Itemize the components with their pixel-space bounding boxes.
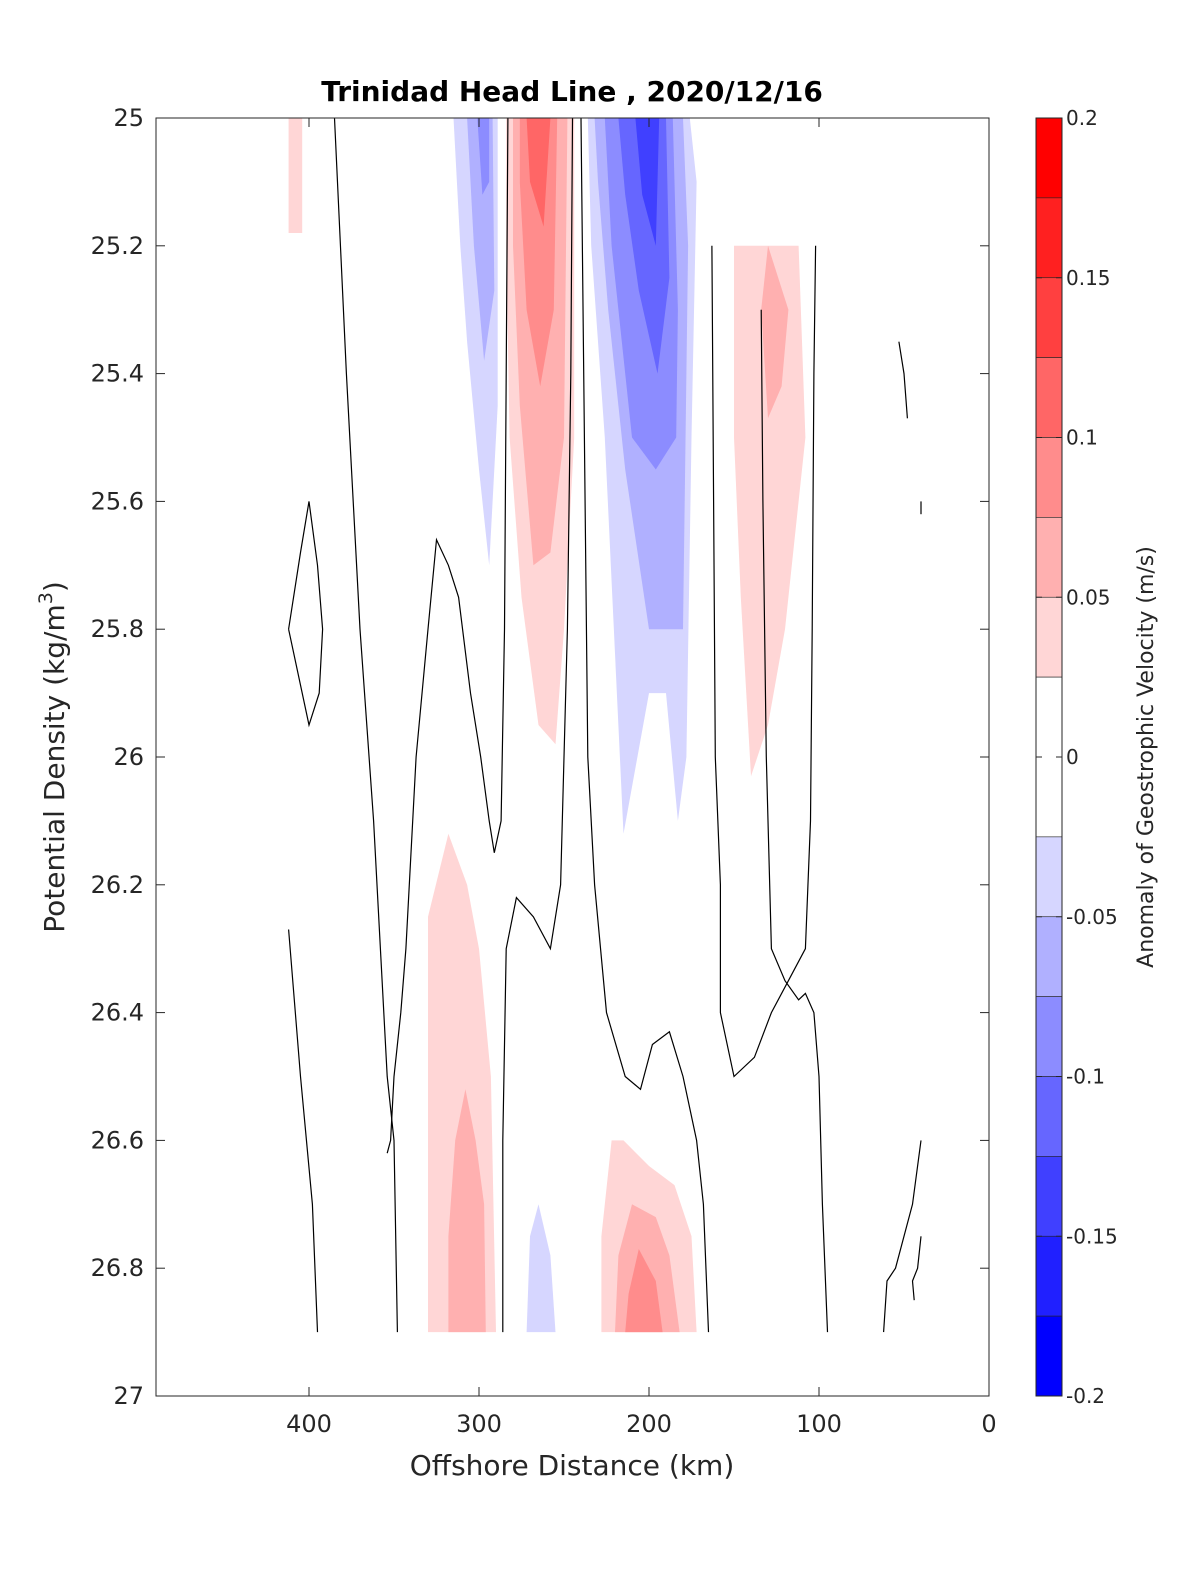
contour-fill-region-16	[761, 245, 789, 419]
contour-fill-region-20	[513, 1063, 564, 1333]
colorbar-swatch-0	[1035, 117, 1063, 199]
filled-contours	[288, 118, 850, 1333]
x-tick-label: 100	[796, 1410, 842, 1438]
colorbar-tick-label: 0.2	[1066, 106, 1098, 130]
x-tick-label: 0	[981, 1410, 996, 1438]
x-tick-label: 400	[286, 1410, 332, 1438]
zero-contour-line-0	[333, 117, 398, 1333]
zero-contour-line-11	[911, 1236, 922, 1301]
contour-fill-region-21	[526, 1204, 556, 1333]
x-axis-ticks: 400 300 200 100 0	[286, 118, 997, 1438]
contour-fill-region-14	[635, 118, 660, 246]
colorbar-tick-label: -0.2	[1066, 1384, 1105, 1408]
colorbar-swatch-2	[1035, 277, 1063, 358]
y-axis-ticks: 25 25.2 25.4 25.6 25.8 26 26.2 26.4 26.6 26.8 27	[91, 104, 989, 1410]
colorbar-title: Anomaly of Geostrophic Velocity (m/s)	[1134, 546, 1159, 968]
zero-contour-line-5	[580, 117, 710, 1333]
colorbar: 0.2 0.15 0.1 0.05 0 -0.05 -0.1 -0.15 -0.2 Anomal…	[1035, 106, 1159, 1408]
colorbar-swatch-10	[1035, 996, 1063, 1077]
colorbar-tick-label: 0.1	[1066, 426, 1098, 450]
x-axis-title: Offshore Distance (km)	[410, 1449, 735, 1482]
contour-fill-region-7	[519, 118, 558, 387]
y-axis-title-close: )	[38, 581, 71, 592]
colorbar-tick-label: -0.15	[1066, 1224, 1118, 1248]
zero-contour-line-1	[288, 501, 324, 728]
zero-contour-line-4	[502, 117, 574, 1333]
y-tick-label: 26.8	[91, 1254, 144, 1282]
colorbar-swatch-14	[1035, 1315, 1063, 1397]
colorbar-swatch-12	[1035, 1156, 1063, 1237]
contour-fill-region-15	[734, 245, 806, 777]
colorbar-swatch-5	[1035, 517, 1063, 598]
zero-contour-line-6	[711, 245, 817, 1078]
colorbar-tick-label: -0.05	[1066, 905, 1118, 929]
colorbar-swatch-9	[1035, 916, 1063, 997]
contour-fill-region-4	[477, 118, 490, 195]
contour-fill-region-0	[288, 118, 303, 233]
colorbar-tick-label: 0.15	[1066, 266, 1111, 290]
y-tick-label: 25.6	[91, 487, 144, 515]
plot-area: 400 300 200 100 0 25 25.2 25.4 25.6 25.8 26 26.2 26…	[91, 104, 997, 1438]
y-axis-title: Potential Density (kg/m3)	[35, 581, 71, 933]
zero-contour-line-2	[288, 929, 319, 1333]
colorbar-swatch-13	[1035, 1235, 1063, 1317]
x-tick-label: 200	[626, 1410, 672, 1438]
colorbar-swatch-3	[1035, 357, 1063, 438]
colorbar-tick-label: 0.05	[1066, 585, 1111, 609]
y-tick-label: 27	[113, 1382, 144, 1410]
contour-fill-region-19	[448, 1089, 486, 1333]
y-axis-title-main: Potential Density (kg/m	[38, 604, 71, 933]
chart-title: Trinidad Head Line , 2020/12/16	[321, 75, 823, 108]
zero-contour-line-7	[760, 309, 829, 1333]
y-tick-label: 25.2	[91, 232, 144, 260]
y-tick-label: 26.4	[91, 999, 144, 1027]
y-tick-label: 26.6	[91, 1126, 144, 1154]
contour-fill-region-25	[288, 1191, 303, 1333]
colorbar-tick-label: 0	[1066, 745, 1079, 769]
y-axis-title-superscript: 3	[35, 592, 57, 604]
contour-fill-region-24	[625, 1249, 663, 1333]
zero-contour-line-8	[898, 341, 908, 419]
y-tick-label: 26	[113, 743, 144, 771]
y-tick-label: 25.8	[91, 615, 144, 643]
y-tick-label: 26.2	[91, 871, 144, 899]
zero-contour-line-3	[386, 117, 509, 1154]
colorbar-swatch-1	[1035, 197, 1063, 279]
colorbar-swatch-6	[1035, 596, 1063, 678]
zero-contour-line-10	[883, 1140, 922, 1333]
x-tick-label: 300	[456, 1410, 502, 1438]
colorbar-ticks: 0.2 0.15 0.1 0.05 0 -0.05 -0.1 -0.15 -0.2	[1036, 106, 1118, 1408]
contour-lines	[288, 117, 922, 1333]
contour-fill-region-17	[839, 309, 850, 470]
contour-fill-region-8	[526, 118, 551, 227]
colorbar-swatch-4	[1035, 437, 1063, 518]
colorbar-swatch-11	[1035, 1076, 1063, 1157]
colorbar-tick-label: -0.1	[1066, 1065, 1105, 1089]
y-tick-label: 25.4	[91, 360, 144, 388]
y-tick-label: 25	[113, 104, 144, 132]
colorbar-swatches	[1035, 117, 1063, 1397]
colorbar-swatch-8	[1035, 836, 1063, 918]
